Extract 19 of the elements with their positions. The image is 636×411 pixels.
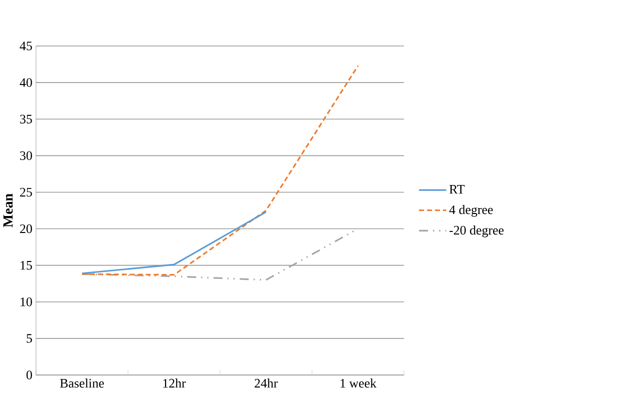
x-tick-label: 12hr	[163, 378, 186, 388]
y-tick-label: 30	[20, 151, 32, 160]
legend-label: -20 degree	[450, 225, 504, 238]
legend-label: RT	[449, 185, 465, 194]
x-tick-label: Baseline	[60, 378, 104, 388]
y-tick-label: 5	[26, 334, 32, 343]
y-tick-label: 25	[20, 188, 32, 197]
y-tick-label: 0	[26, 370, 32, 380]
y-tick-label: 15	[20, 261, 32, 270]
line-series	[81, 64, 359, 276]
y-tick-label: 45	[20, 42, 32, 50]
y-tick-label: 20	[20, 224, 32, 234]
y-tick-label: 40	[20, 78, 32, 87]
y-tick-label: 10	[20, 298, 32, 306]
x-tick-label: 24hr	[254, 378, 278, 388]
y-tick-label: 35	[20, 114, 32, 124]
y-axis-title: Mean	[3, 194, 13, 228]
x-tick-label: 1 week	[340, 378, 377, 388]
legend-label: 4 degree	[449, 205, 493, 217]
